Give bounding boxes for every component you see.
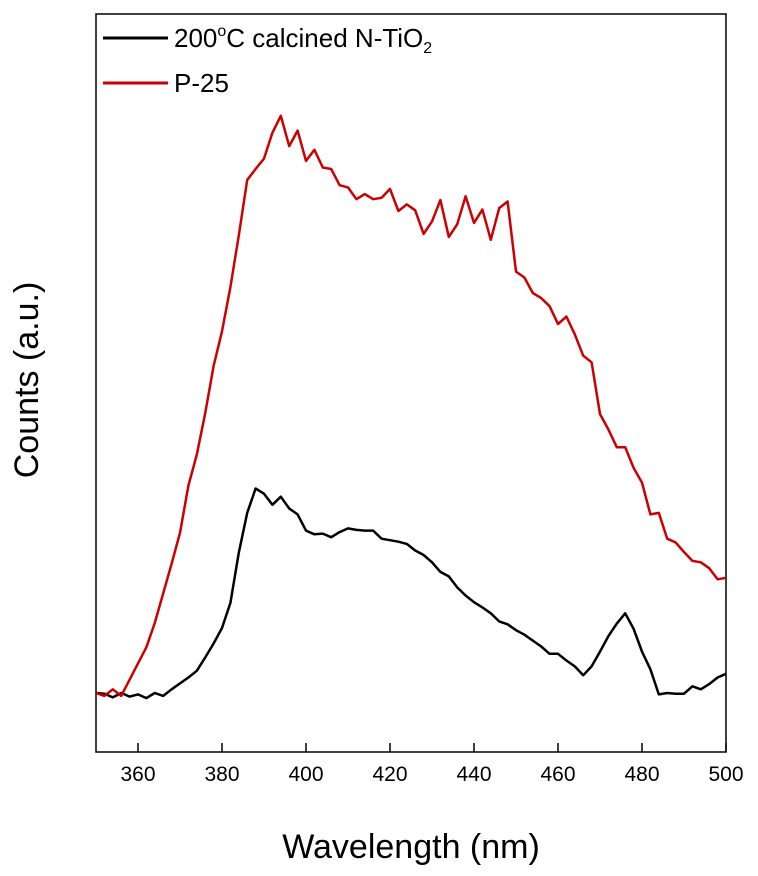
x-tick-label-440: 440 xyxy=(456,763,491,786)
x-axis-ticks xyxy=(137,743,727,752)
legend-label-n-tio2-part2: C calcined N-TiO xyxy=(226,23,423,53)
series-line-p25 xyxy=(95,114,727,698)
x-tick-label-400: 400 xyxy=(288,763,323,786)
x-tick-label-420: 420 xyxy=(372,763,407,786)
plot-frame xyxy=(95,13,727,753)
legend-label-n-tio2: 200oC calcined N-TiO2 xyxy=(174,23,432,57)
series-line-n-tio2 xyxy=(95,487,727,700)
x-axis-tick-labels: 360 380 400 420 440 460 480 500 xyxy=(120,763,743,786)
series-lines xyxy=(95,114,727,700)
x-axis-label: Wavelength (nm) xyxy=(282,828,540,866)
x-tick-label-380: 380 xyxy=(204,763,239,786)
legend-label-n-tio2-part1: 200 xyxy=(174,23,217,53)
x-tick-label-460: 460 xyxy=(540,763,575,786)
y-axis-label: Counts (a.u.) xyxy=(8,282,46,479)
x-tick-label-500: 500 xyxy=(708,763,743,786)
x-tick-label-480: 480 xyxy=(624,763,659,786)
legend-label-n-tio2-subscript: 2 xyxy=(423,40,432,57)
legend-label-n-tio2-degree: o xyxy=(217,23,226,40)
x-tick-label-360: 360 xyxy=(120,763,155,786)
legend-label-p25: P-25 xyxy=(174,68,229,98)
legend: 200oC calcined N-TiO2 P-25 xyxy=(103,23,432,98)
